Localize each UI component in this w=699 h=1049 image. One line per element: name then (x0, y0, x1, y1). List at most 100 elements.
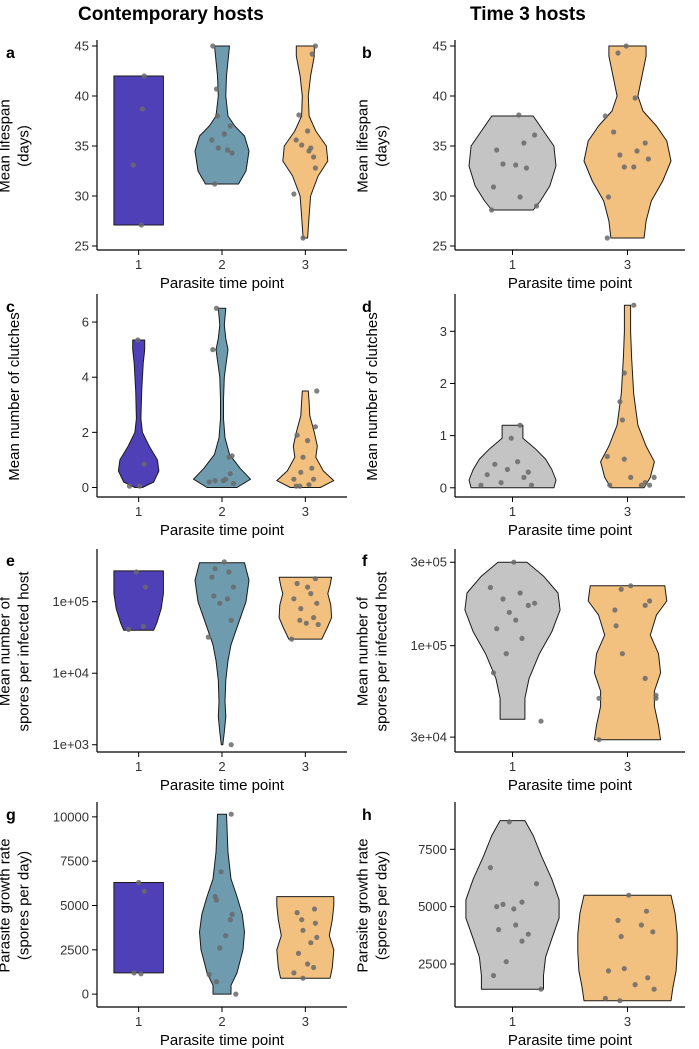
data-point (228, 811, 234, 817)
y-tick-label: 10000 (53, 809, 89, 824)
data-point (126, 483, 133, 489)
y-tick-label: 6 (82, 315, 89, 330)
data-point (626, 892, 632, 898)
data-point (293, 137, 299, 143)
data-point (642, 602, 648, 609)
x-tick-label: 1 (509, 257, 516, 272)
y-tick-label: 45 (433, 39, 447, 54)
data-point (628, 583, 634, 589)
y-axis-label: spores per infected host (374, 571, 391, 732)
data-point (533, 203, 540, 209)
y-tick-label: 40 (75, 89, 89, 104)
y-tick-label: 2500 (60, 942, 89, 957)
data-point (519, 938, 525, 944)
y-tick-label: 1e+05 (52, 594, 89, 609)
x-axis-label: Parasite time point (160, 777, 285, 794)
y-axis-label: Mean number of (355, 596, 372, 706)
y-tick-label: 30 (75, 189, 89, 204)
data-point (291, 476, 297, 482)
data-point (300, 235, 306, 241)
data-point (210, 347, 216, 353)
data-point (602, 995, 609, 1002)
x-tick-label: 3 (624, 759, 631, 774)
y-tick-label: 25 (75, 239, 89, 254)
panel-letter-d: d (362, 299, 372, 316)
data-point (489, 207, 495, 213)
data-point (631, 164, 637, 170)
data-point (503, 651, 509, 657)
x-axis-label: Parasite time point (508, 1032, 633, 1049)
y-tick-label: 45 (75, 39, 89, 54)
x-tick-label: 1 (509, 1014, 516, 1029)
data-point (291, 596, 297, 602)
data-point (312, 576, 318, 582)
data-point (611, 129, 617, 135)
data-point (311, 154, 317, 160)
x-axis-label: Parasite time point (508, 777, 633, 794)
data-point (136, 879, 142, 886)
data-point (314, 934, 320, 941)
violin-tp1 (113, 570, 164, 631)
x-tick-label: 3 (302, 759, 309, 774)
data-point (296, 112, 302, 118)
panel-letter-a: a (6, 45, 15, 62)
y-tick-label: 0 (440, 480, 447, 495)
data-point (227, 917, 233, 923)
x-tick-label: 3 (302, 1014, 309, 1029)
data-point (300, 454, 306, 460)
x-tick-label: 1 (509, 504, 516, 519)
data-point (504, 466, 510, 473)
x-tick-label: 2 (218, 257, 225, 272)
violin-tp2 (193, 307, 251, 488)
data-point (224, 147, 231, 153)
data-point (631, 302, 637, 308)
column-title-time3: Time 3 hosts (470, 4, 586, 25)
data-point (525, 602, 531, 609)
violin-tp3 (583, 45, 672, 239)
data-point (210, 43, 216, 49)
data-point (300, 975, 306, 981)
data-point (209, 574, 215, 580)
data-point (517, 194, 523, 200)
data-point (642, 675, 648, 682)
x-tick-label: 2 (218, 759, 225, 774)
data-point (141, 73, 147, 79)
data-point (305, 584, 311, 590)
y-tick-label: 2 (440, 376, 447, 391)
data-point (308, 940, 314, 946)
data-point (615, 917, 621, 924)
y-axis-label: Mean number of clutches (6, 312, 23, 480)
data-point (221, 559, 227, 565)
panel-letter-b: b (362, 45, 372, 62)
data-point (205, 634, 211, 640)
data-point (621, 456, 627, 462)
data-point (618, 586, 624, 592)
data-point (135, 337, 141, 343)
data-point (615, 50, 621, 56)
y-tick-label: 0 (82, 987, 89, 1002)
data-point (528, 482, 535, 488)
data-point (645, 156, 652, 162)
data-point (617, 399, 623, 405)
data-point (311, 476, 317, 482)
data-point (523, 165, 530, 171)
y-tick-label: 5000 (418, 899, 447, 914)
data-point (632, 95, 638, 101)
data-point (226, 454, 232, 460)
data-point (306, 148, 312, 154)
y-tick-label: 1 (440, 428, 447, 443)
data-point (217, 945, 223, 951)
y-axis-label: (days) (374, 125, 391, 167)
data-point (650, 929, 656, 935)
data-point (220, 478, 226, 484)
data-point (619, 417, 626, 423)
data-point (618, 933, 624, 940)
data-point (300, 927, 306, 933)
x-tick-label: 1 (135, 1014, 142, 1029)
data-point (299, 142, 305, 148)
data-point (311, 615, 317, 621)
data-point (209, 137, 215, 143)
y-tick-label: 3 (440, 324, 447, 339)
data-point (213, 897, 220, 903)
data-point (311, 964, 317, 971)
